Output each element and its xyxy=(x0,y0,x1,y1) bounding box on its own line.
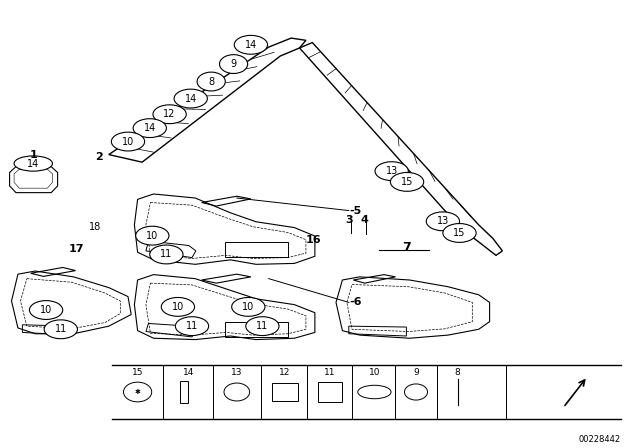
Text: 10: 10 xyxy=(122,137,134,146)
Text: 2: 2 xyxy=(95,152,103,162)
Text: 9: 9 xyxy=(230,59,237,69)
Text: 11: 11 xyxy=(186,321,198,331)
Text: 18: 18 xyxy=(88,222,101,232)
Text: 4: 4 xyxy=(361,215,369,225)
Text: 15: 15 xyxy=(132,368,143,377)
Text: 13: 13 xyxy=(385,166,398,176)
Ellipse shape xyxy=(136,226,169,245)
FancyBboxPatch shape xyxy=(318,382,342,402)
Ellipse shape xyxy=(174,89,207,108)
Text: ✱: ✱ xyxy=(134,389,141,395)
Ellipse shape xyxy=(161,297,195,316)
Ellipse shape xyxy=(246,317,279,336)
FancyArrowPatch shape xyxy=(275,385,295,399)
Text: 14: 14 xyxy=(244,40,257,50)
Ellipse shape xyxy=(153,105,186,124)
Text: -6: -6 xyxy=(349,297,362,307)
Ellipse shape xyxy=(232,297,265,316)
Ellipse shape xyxy=(133,119,166,138)
Ellipse shape xyxy=(44,320,77,339)
Text: 10: 10 xyxy=(369,368,380,377)
Text: 00228442: 00228442 xyxy=(579,435,621,444)
Text: 16: 16 xyxy=(306,235,321,245)
Text: 8: 8 xyxy=(455,368,460,377)
Ellipse shape xyxy=(443,224,476,242)
Text: 13: 13 xyxy=(436,216,449,226)
Text: 11: 11 xyxy=(324,368,335,377)
Text: -5: -5 xyxy=(349,206,362,215)
Ellipse shape xyxy=(14,156,52,171)
Circle shape xyxy=(224,383,250,401)
FancyBboxPatch shape xyxy=(180,381,188,403)
Ellipse shape xyxy=(426,212,460,231)
Text: 15: 15 xyxy=(401,177,413,187)
Text: 10: 10 xyxy=(40,305,52,315)
Text: 15: 15 xyxy=(453,228,466,238)
Text: 14: 14 xyxy=(27,159,40,168)
Ellipse shape xyxy=(150,245,183,264)
Text: 11: 11 xyxy=(160,250,173,259)
Ellipse shape xyxy=(220,55,248,73)
Text: 3: 3 xyxy=(345,215,353,225)
Text: 11: 11 xyxy=(256,321,269,331)
FancyBboxPatch shape xyxy=(272,383,298,401)
Text: 10: 10 xyxy=(146,231,159,241)
Circle shape xyxy=(124,382,152,402)
Text: 12: 12 xyxy=(163,109,176,119)
Text: 8: 8 xyxy=(208,77,214,86)
Ellipse shape xyxy=(234,35,268,54)
Ellipse shape xyxy=(175,317,209,336)
Text: 13: 13 xyxy=(231,368,243,377)
Text: 12: 12 xyxy=(279,368,291,377)
Text: 14: 14 xyxy=(184,94,197,103)
Text: 14: 14 xyxy=(183,368,195,377)
Text: 11: 11 xyxy=(54,324,67,334)
Text: 17: 17 xyxy=(69,244,84,254)
Text: 9: 9 xyxy=(413,368,419,377)
Text: 10: 10 xyxy=(172,302,184,312)
Text: 1: 1 xyxy=(29,150,37,159)
Text: 14: 14 xyxy=(143,123,156,133)
Ellipse shape xyxy=(390,172,424,191)
Ellipse shape xyxy=(111,132,145,151)
Ellipse shape xyxy=(197,72,225,91)
Ellipse shape xyxy=(375,162,408,181)
Ellipse shape xyxy=(29,301,63,319)
Ellipse shape xyxy=(358,385,391,399)
Circle shape xyxy=(404,384,428,400)
Text: 10: 10 xyxy=(242,302,255,312)
Text: 7: 7 xyxy=(402,241,411,254)
